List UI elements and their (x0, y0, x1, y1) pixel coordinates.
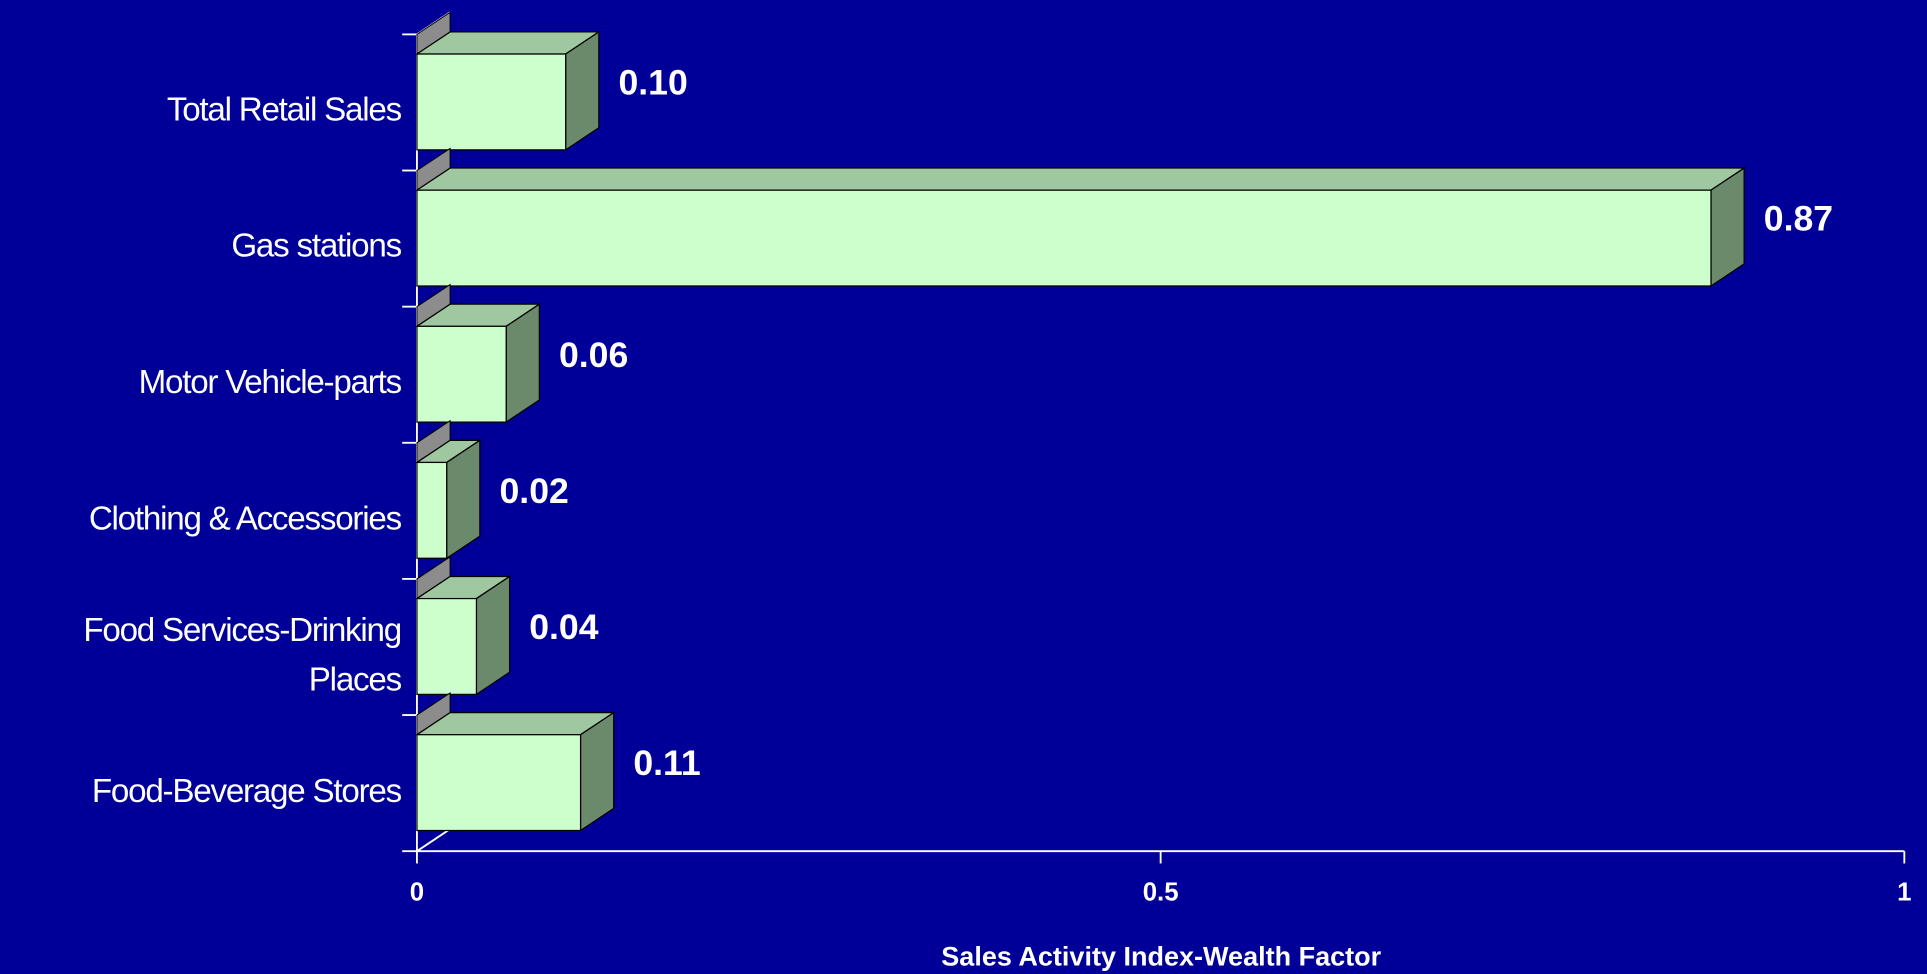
bar (416, 461, 448, 559)
y-tick-label: Total Retail Sales (166, 91, 401, 129)
x-tick-label: 0.5 (1143, 878, 1179, 906)
x-tick-label: 1 (1897, 878, 1911, 906)
bar (416, 597, 478, 695)
y-tick-label: Motor Vehicle-parts (138, 363, 401, 401)
y-tick-label: Food-Beverage Stores (91, 772, 401, 809)
bar (416, 734, 582, 832)
bar (416, 325, 507, 423)
y-tick-label: Clothing & Accessories (88, 499, 401, 537)
bar (416, 53, 567, 151)
x-tick-label: 0 (410, 878, 424, 906)
y-tick-label: Gas stations (231, 227, 401, 265)
category-label-box: Food-Beverage Stores (91, 772, 401, 809)
category-label-box: Motor Vehicle-parts (138, 363, 401, 401)
category-label-box: Clothing & Accessories (88, 499, 401, 537)
category-label-box: Gas stations (231, 227, 401, 265)
value-label: 0.02 (499, 471, 568, 511)
value-label: 0.04 (529, 607, 599, 647)
value-label: 0.10 (618, 63, 687, 103)
value-label: 0.11 (633, 743, 700, 783)
bar-top (414, 711, 616, 736)
bar (416, 189, 1712, 287)
wall-edge (416, 828, 451, 852)
bar-top (414, 167, 1747, 191)
x-axis-title: Sales Activity Index-Wealth Factor (941, 941, 1381, 971)
y-tick-label: Food Services-Drinking Places (83, 611, 401, 698)
value-label: 0.87 (1764, 199, 1833, 239)
category-label-box: Food Services-Drinking Places (83, 611, 401, 698)
category-label-box: Total Retail Sales (166, 91, 401, 129)
value-label: 0.06 (559, 335, 628, 375)
